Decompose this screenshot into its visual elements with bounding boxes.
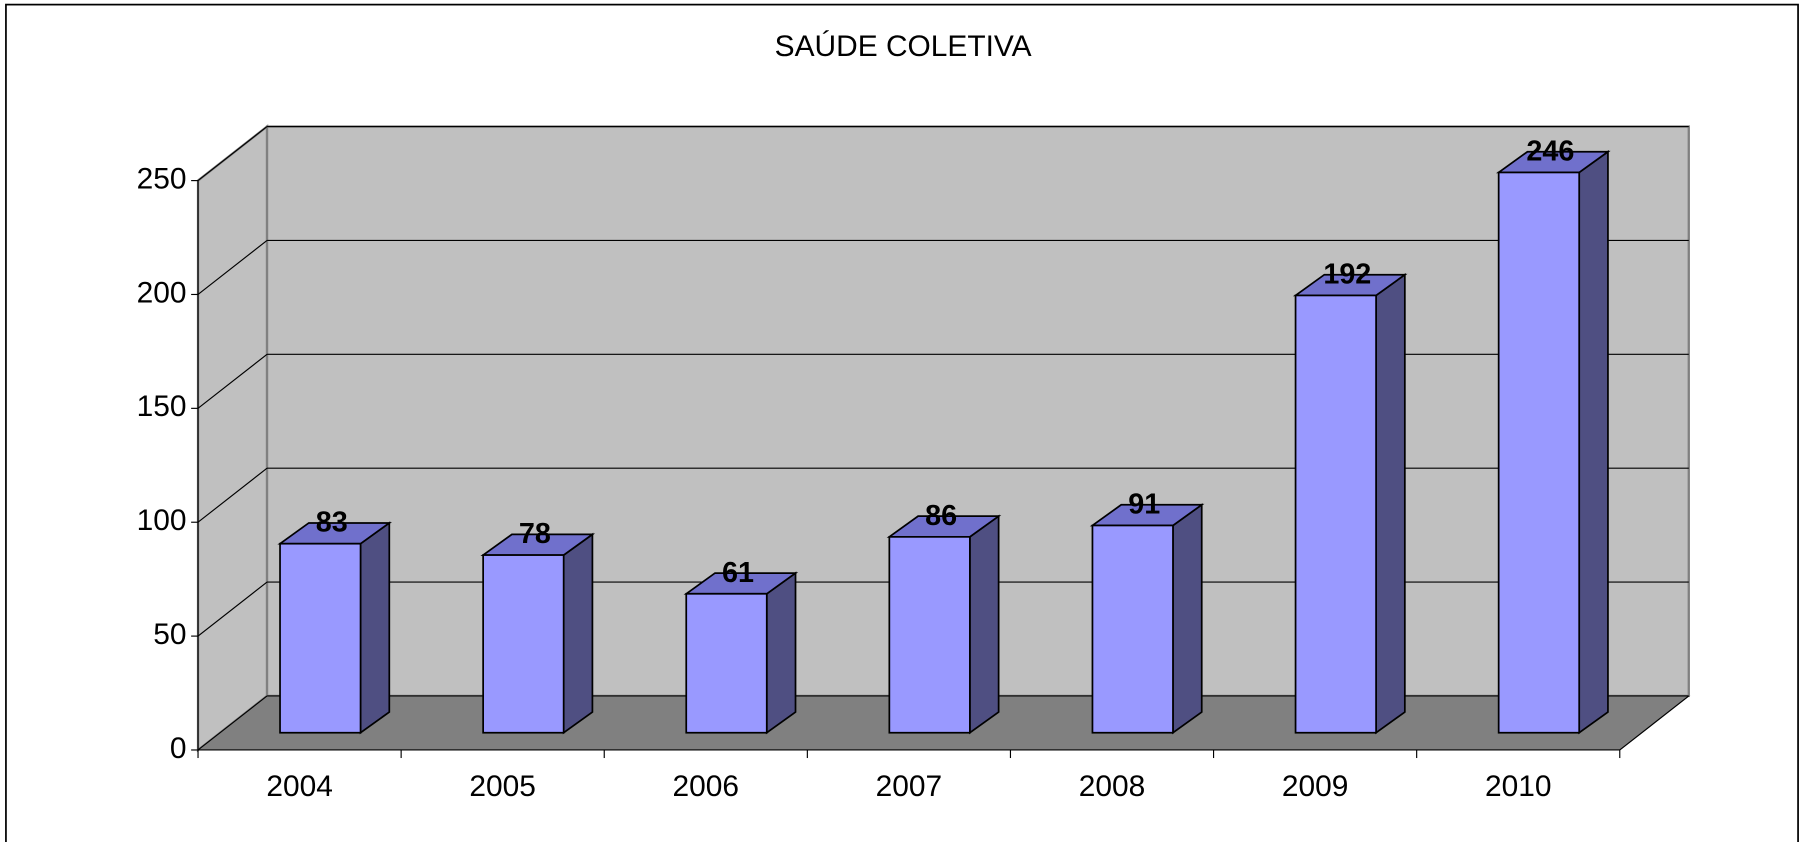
data-label: 86 (925, 500, 957, 532)
bar (482, 554, 565, 734)
bar-side (359, 521, 391, 735)
data-label: 78 (519, 518, 551, 550)
x-tick-label: 2006 (673, 770, 740, 803)
bar-side (1578, 150, 1609, 735)
x-tick-label: 2008 (1079, 770, 1146, 803)
bar (1497, 171, 1581, 734)
bar-side (562, 532, 594, 735)
y-tick-label: 100 (137, 504, 187, 537)
y-tick-label: 0 (170, 732, 187, 765)
bar (1091, 524, 1174, 734)
data-label: 246 (1526, 135, 1574, 167)
x-tick-label: 2005 (469, 770, 536, 803)
bar-side (969, 514, 1000, 735)
bar-side (1375, 273, 1406, 735)
grid-line (197, 695, 268, 751)
x-tick-label: 2010 (1485, 770, 1552, 803)
grid-line (197, 581, 268, 637)
x-tick-label: 2009 (1282, 770, 1349, 803)
grid-line (197, 239, 268, 295)
bar (888, 535, 971, 734)
grid-line (197, 126, 268, 182)
data-label: 61 (722, 557, 754, 589)
data-label: 91 (1128, 489, 1160, 521)
bar (1294, 294, 1377, 734)
bar-side (765, 571, 797, 735)
bar-side (1172, 503, 1203, 735)
x-tick-label: 2004 (266, 770, 333, 803)
grid-line (197, 467, 268, 523)
data-label: 192 (1323, 258, 1371, 290)
y-tick-label: 200 (137, 276, 187, 309)
bar (685, 592, 768, 734)
bar (279, 542, 362, 734)
y-tick-label: 150 (137, 390, 187, 423)
data-label: 83 (316, 507, 348, 539)
side-wall (196, 124, 269, 753)
floor-edge (1619, 695, 1690, 751)
chart-title: SAÚDE COLETIVA (775, 30, 1032, 63)
x-tick-label: 2007 (876, 770, 943, 803)
grid-line (197, 353, 268, 409)
y-tick-label: 50 (153, 618, 186, 651)
y-tick-label: 250 (137, 162, 187, 195)
